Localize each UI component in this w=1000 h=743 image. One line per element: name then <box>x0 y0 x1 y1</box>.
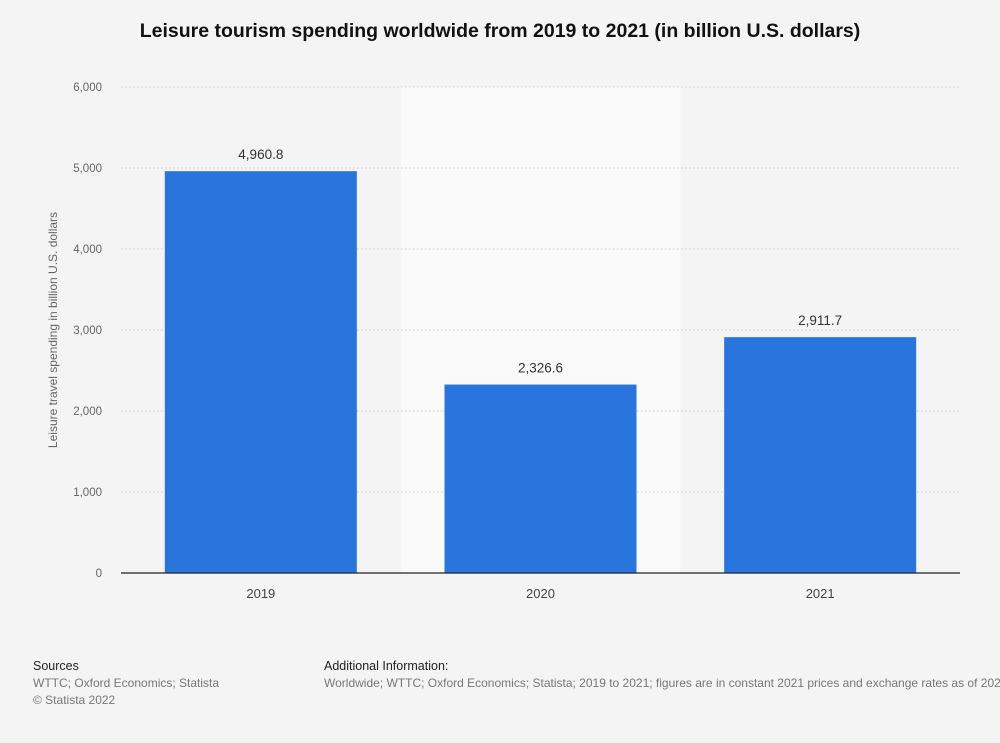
sources-heading: Sources <box>33 659 79 673</box>
y-tick-label: 3,000 <box>73 325 102 337</box>
bar <box>164 171 357 573</box>
y-tick-label: 6,000 <box>73 82 102 94</box>
x-tick-label: 2020 <box>526 586 555 601</box>
y-tick-label: 1,000 <box>73 487 102 499</box>
chart-title: Leisure tourism spending worldwide from … <box>139 20 861 42</box>
y-tick-label: 5,000 <box>73 163 102 175</box>
additional-info-heading: Additional Information: <box>324 659 449 673</box>
copyright-text: © Statista 2022 <box>33 693 116 707</box>
bar <box>444 384 637 573</box>
x-tick-label: 2021 <box>806 586 835 601</box>
x-tick-label: 2019 <box>246 586 275 601</box>
y-tick-label: 0 <box>96 568 102 580</box>
data-label: 4,960.8 <box>238 147 283 162</box>
additional-info-block: Additional Information: Worldwide; WTTC;… <box>324 658 1000 692</box>
sources-block: Sources WTTC; Oxford Economics; Statista… <box>33 658 219 709</box>
y-tick-label: 2,000 <box>73 406 102 418</box>
additional-info-text: Worldwide; WTTC; Oxford Economics; Stati… <box>324 676 1000 690</box>
data-label: 2,911.7 <box>798 313 842 328</box>
bar <box>724 337 917 573</box>
sources-text[interactable]: WTTC; Oxford Economics; Statista <box>33 676 220 690</box>
y-tick-label: 4,000 <box>73 244 102 256</box>
bar-chart: 0 1,000 2,000 3,000 4,000 5,000 6,000 4,960.8 20… <box>73 82 960 601</box>
data-label: 2,326.6 <box>518 361 563 376</box>
